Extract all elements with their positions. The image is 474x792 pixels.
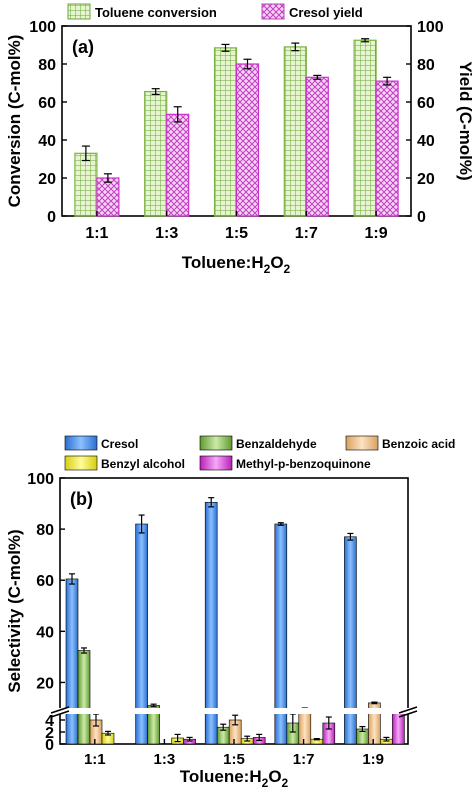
chart-b-panel-label: (b) xyxy=(70,489,93,509)
chart-b: Cresol Benzaldehyde Benzoic acid Benzyl … xyxy=(5,435,455,790)
axis-break-mark-left-upper xyxy=(50,706,70,714)
y-tick-label: 80 xyxy=(36,522,54,539)
chart-b-y-axis-title: Selectivity (C-mol%) xyxy=(5,529,24,692)
y-tick-label: 100 xyxy=(27,471,54,488)
y2-tick-label: 20 xyxy=(417,171,435,188)
chart-a-bars xyxy=(74,38,399,217)
chart-a: Toluene conversion Cresol yield (a) 0 20 4… xyxy=(5,3,474,276)
chart-a-x-axis: 1:1 1:3 1:5 1:7 1:9 xyxy=(85,211,388,242)
y-tick-label: 0 xyxy=(45,737,54,754)
y2-tick-label: 0 xyxy=(417,209,426,226)
bar xyxy=(166,113,190,217)
x-tick-label: 1:3 xyxy=(155,225,178,242)
x-tick-label: 1:9 xyxy=(362,751,384,768)
axis-break-mark-right-upper xyxy=(398,706,418,714)
legend-b-label-3: Benzyl alcohol xyxy=(101,457,185,471)
chart-a-y2-axis: 0 20 40 60 80 100 xyxy=(406,19,444,226)
bar xyxy=(74,152,98,217)
legend-b-swatch-4 xyxy=(199,455,233,471)
bar xyxy=(283,46,307,217)
legend-a-swatch-0 xyxy=(67,3,91,20)
bar xyxy=(65,578,79,745)
axis-break-mark-left-lower xyxy=(50,710,70,718)
y2-tick-label: 80 xyxy=(417,57,435,74)
bar xyxy=(375,80,399,217)
chart-b-y-axis: 024 20 40 60 80 100 xyxy=(27,471,65,754)
legend-b-swatch-1 xyxy=(199,435,233,451)
bar xyxy=(305,76,329,217)
y-tick-label: 40 xyxy=(36,624,54,641)
y-tick-label: 2 xyxy=(45,725,54,742)
x-tick-label: 1:7 xyxy=(295,225,318,242)
y-tick-label: 60 xyxy=(38,95,56,112)
y-tick-label: 20 xyxy=(38,171,56,188)
chart-b-x-axis: 1:1 1:3 1:5 1:7 1:9 xyxy=(84,739,384,768)
legend-a-label-1: Cresol yield xyxy=(289,5,363,20)
chart-b-legend: Cresol Benzaldehyde Benzoic acid Benzyl … xyxy=(64,435,455,471)
y2-tick-label: 100 xyxy=(417,19,444,36)
chart-b-bars xyxy=(65,497,405,745)
axis-break-mark-right-lower xyxy=(398,710,418,718)
legend-a-label-0: Toluene conversion xyxy=(95,5,217,20)
bar xyxy=(204,501,218,745)
y-tick-label: 20 xyxy=(36,675,54,692)
x-tick-label: 1:1 xyxy=(84,751,106,768)
legend-b-label-2: Benzoic acid xyxy=(382,437,455,451)
bar xyxy=(144,90,168,217)
y2-tick-label: 60 xyxy=(417,95,435,112)
y-tick-label: 80 xyxy=(38,57,56,74)
y2-tick-label: 40 xyxy=(417,133,435,150)
x-tick-label: 1:7 xyxy=(293,751,315,768)
legend-b-swatch-3 xyxy=(64,455,98,471)
chart-b-axis-break xyxy=(50,706,418,718)
bar xyxy=(77,650,91,745)
x-tick-label: 1:9 xyxy=(365,225,388,242)
y-tick-label: 60 xyxy=(36,573,54,590)
chart-a-y2-axis-title: Yield (C-mol%) xyxy=(456,61,474,180)
chart-b-x-axis-title: Toluene:H2O2 xyxy=(180,767,289,790)
y-tick-label: 0 xyxy=(47,209,56,226)
x-tick-label: 1:5 xyxy=(223,751,245,768)
y-tick-label: 100 xyxy=(29,19,56,36)
legend-b-swatch-2 xyxy=(345,435,379,451)
legend-b-label-4: Methyl-p-benzoquinone xyxy=(236,457,371,471)
x-tick-label: 1:5 xyxy=(225,225,248,242)
bar xyxy=(235,63,260,217)
legend-b-label-1: Benzaldehyde xyxy=(236,437,317,451)
y-tick-label: 40 xyxy=(38,133,56,150)
legend-a-swatch-1 xyxy=(261,3,285,20)
chart-a-y-axis-title: Conversion (C-mol%) xyxy=(5,35,24,208)
chart-a-x-axis-title: Toluene:H2O2 xyxy=(182,253,291,276)
axis-break-gap xyxy=(52,708,414,714)
bar xyxy=(96,177,120,217)
chart-a-y-axis: 0 20 40 60 80 100 xyxy=(29,19,67,226)
y-tick-label: 4 xyxy=(45,713,54,730)
x-tick-label: 1:1 xyxy=(85,225,108,242)
legend-b-swatch-0 xyxy=(64,435,98,451)
bar xyxy=(298,710,312,745)
legend-b-label-0: Cresol xyxy=(101,437,138,451)
chart-a-panel-label: (a) xyxy=(72,37,94,57)
chart-a-legend: Toluene conversion Cresol yield xyxy=(67,3,363,20)
bar xyxy=(353,39,377,217)
bar xyxy=(213,47,238,217)
x-tick-label: 1:3 xyxy=(154,751,176,768)
